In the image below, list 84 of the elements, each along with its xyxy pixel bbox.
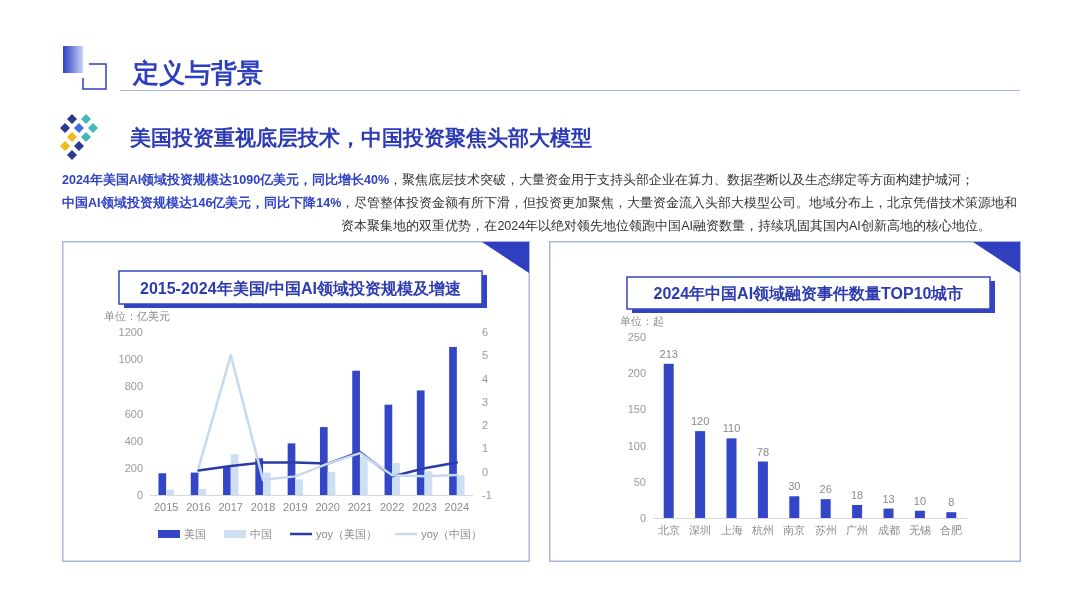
bar <box>663 363 674 518</box>
data-label: 10 <box>913 494 927 507</box>
x-tick-label: 2016 <box>186 501 211 513</box>
y2-tick-label: 6 <box>482 326 489 338</box>
data-label: 120 <box>690 415 710 428</box>
x-tick-label: 2015 <box>153 501 179 513</box>
data-label: 26 <box>819 483 832 496</box>
bar <box>352 370 360 495</box>
x-tick-label: 2022 <box>380 501 405 513</box>
x-tick-label: 2017 <box>218 501 243 513</box>
bar <box>820 499 831 518</box>
y-tick-label: 400 <box>124 434 143 447</box>
bar <box>757 461 768 518</box>
y-tick-label: 150 <box>627 403 646 416</box>
bar <box>327 471 336 495</box>
x-tick-label: 2019 <box>283 501 308 513</box>
x-tick-label: 成都 <box>877 524 900 536</box>
bar <box>319 427 328 495</box>
y-tick-label: 100 <box>627 439 646 452</box>
bar <box>852 504 863 518</box>
x-tick-label: 2020 <box>315 501 340 513</box>
data-label: 18 <box>850 488 864 501</box>
data-label: 30 <box>788 480 801 493</box>
y-tick-label: 600 <box>124 407 143 420</box>
bar <box>914 510 925 518</box>
text: 定义与背景 <box>132 58 263 88</box>
y-tick-label: 1000 <box>118 353 143 366</box>
x-tick-label: 北京 <box>657 524 680 536</box>
x-tick-label: 上海 <box>720 524 743 536</box>
data-label: 110 <box>722 422 741 435</box>
y-tick-label: 0 <box>136 489 143 501</box>
y-tick-label: 0 <box>639 512 646 524</box>
text: ，尽管整体投资金额有所下滑，但投资更加聚焦，大量资金流入头部大模型公司。地域分布上，北京凭借技术策源地和资本聚集地的双重优势，在2024年以绝对领先地位领跑中国AI融资数量，持续巩固其国内AI创新高地的核心地位。 <box>341 195 1019 235</box>
x-tick-label: 合肥 <box>940 524 963 536</box>
bar <box>166 489 174 495</box>
y2-tick-label: 2 <box>482 419 489 432</box>
x-tick-label: 南京 <box>783 524 806 536</box>
x-tick-label: 深圳 <box>689 524 712 536</box>
text: 2024年美国AI领域投资规模达1090亿美元，同比增长40% <box>62 171 390 189</box>
bar <box>449 346 457 495</box>
bar <box>789 496 800 518</box>
y-tick-label: 1200 <box>118 326 143 338</box>
data-label: 13 <box>882 492 895 505</box>
data-label: 78 <box>756 445 770 458</box>
x-tick-label: 2018 <box>250 501 276 513</box>
x-tick-label: 杭州 <box>750 524 774 536</box>
x-tick-label: 无锡 <box>908 524 931 536</box>
y-tick-label: 800 <box>124 380 143 393</box>
y2-tick-label: 4 <box>482 372 489 385</box>
text: 美国投资重视底层技术，中国投资聚焦头部大模型 <box>129 126 592 149</box>
x-tick-label: 2024 <box>444 501 470 513</box>
bar <box>416 390 425 495</box>
text: 中国AI领域投资规模达146亿美元，同比下降14% <box>62 194 342 212</box>
bar <box>883 508 894 518</box>
chart-title: 2015-2024年美国/中国AI领域投资规模及增速 <box>140 278 462 297</box>
y2-tick-label: 0 <box>482 465 489 478</box>
x-tick-label: 广州 <box>846 524 869 536</box>
bar <box>198 488 207 495</box>
bar <box>726 438 737 518</box>
y2-tick-label: 5 <box>482 349 489 362</box>
y-tick-label: 200 <box>124 461 143 474</box>
data-label: 213 <box>659 347 678 360</box>
y2-tick-label: 1 <box>482 442 489 455</box>
text: ，聚焦底层技术突破，大量资金用于支持头部企业在算力、数据垄断以及生态绑定等方面构建护城河； <box>389 172 975 189</box>
y-tick-label: 250 <box>627 331 646 343</box>
x-tick-label: 苏州 <box>814 524 837 536</box>
bar <box>695 431 706 518</box>
bar <box>946 512 957 518</box>
bar <box>158 473 167 495</box>
y2-tick-label: 3 <box>482 395 489 408</box>
data-label: 8 <box>948 496 955 509</box>
y2-tick-label: -1 <box>482 489 492 501</box>
y-axis-title: 单位：起 <box>620 315 664 327</box>
legend-label: yoy（中国） <box>421 528 483 540</box>
x-tick-label: 2023 <box>412 501 437 513</box>
chart-title: 2024年中国AI领域融资事件数量TOP10城市 <box>653 285 964 302</box>
legend-label: 中国 <box>250 528 272 540</box>
y-tick-label: 200 <box>627 367 646 380</box>
bar <box>223 466 231 495</box>
y-tick-label: 50 <box>633 475 646 488</box>
x-tick-label: 2021 <box>347 501 373 513</box>
legend-label: 美国 <box>184 528 206 540</box>
y-axis-title: 单位：亿美元 <box>104 310 170 322</box>
legend-label: yoy（美国） <box>316 528 378 540</box>
